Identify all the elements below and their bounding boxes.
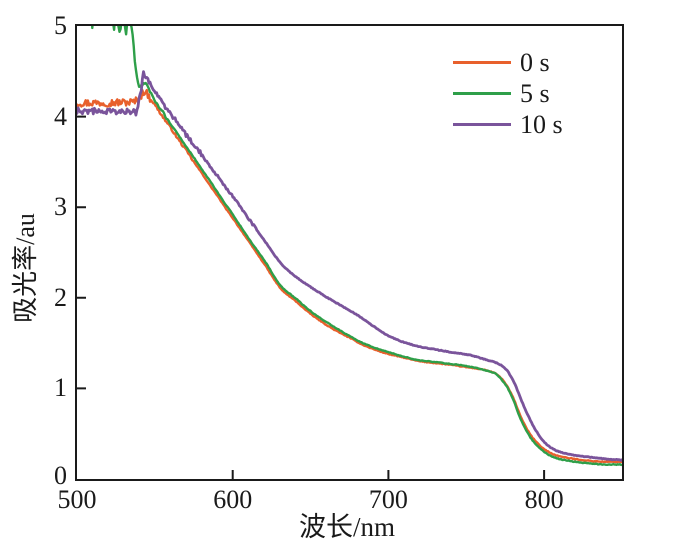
y-tick-label-3: 3: [54, 192, 67, 222]
legend-label: 0 s: [520, 48, 550, 77]
legend-line-swatch: [453, 61, 511, 64]
x-tick-label-700: 700: [368, 485, 408, 514]
y-tick-label-0: 0: [54, 461, 67, 490]
x-tick-label-500: 500: [57, 485, 97, 514]
y-tick-label-2: 2: [54, 282, 67, 312]
series-line-5s: [91, 26, 622, 467]
y-tick-label-4: 4: [54, 101, 67, 131]
legend-item-10s: 10 s: [453, 109, 563, 140]
legend-item-5s: 5 s: [453, 78, 563, 109]
x-tick-label-600: 600: [213, 485, 253, 514]
legend-line-swatch: [453, 123, 511, 126]
legend-label: 10 s: [520, 110, 563, 139]
series-line-0s: [77, 88, 622, 464]
y-tick-label-1: 1: [54, 373, 67, 403]
y-axis-title: 吸光率/au: [11, 213, 40, 323]
legend-item-0s: 0 s: [453, 47, 563, 78]
legend-line-swatch: [453, 92, 511, 95]
x-axis-title: 波长/nm: [298, 512, 395, 542]
plot-area: [77, 26, 622, 479]
y-tick-label-5: 5: [54, 11, 67, 40]
x-tick-label-800: 800: [524, 485, 564, 514]
axis-tick-marks: [77, 115, 546, 479]
series-line-10s: [77, 70, 622, 462]
legend-label: 5 s: [520, 79, 550, 108]
